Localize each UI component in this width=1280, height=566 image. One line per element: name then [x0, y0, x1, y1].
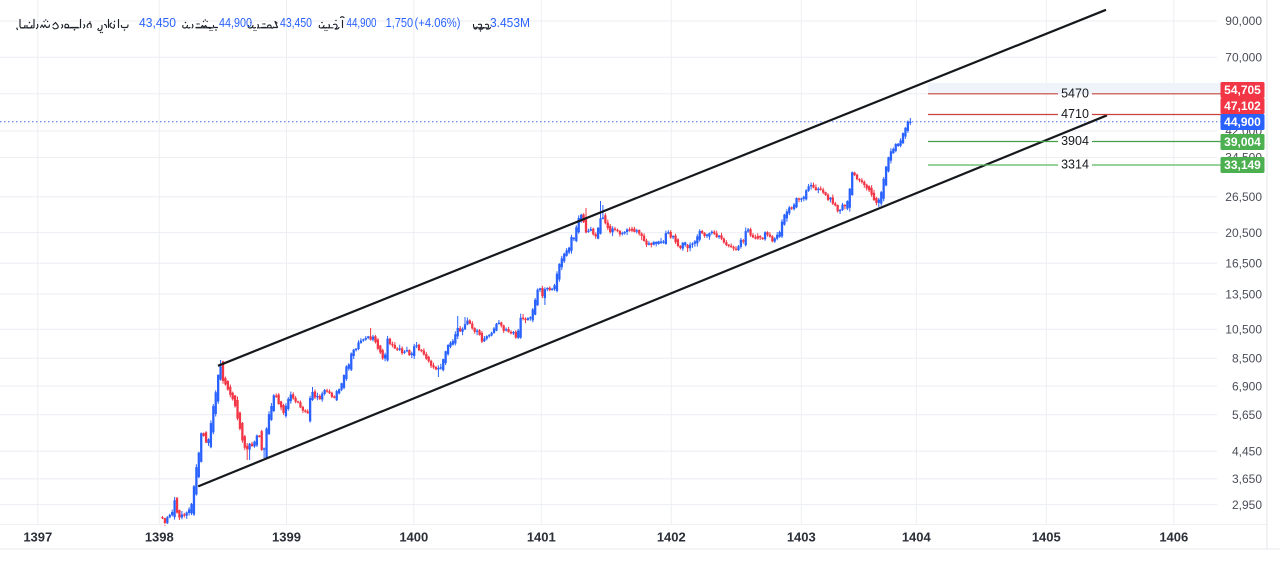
svg-text:4,450: 4,450: [1232, 444, 1262, 458]
svg-text:1398: 1398: [145, 530, 174, 545]
svg-text:2,950: 2,950: [1232, 498, 1262, 512]
svg-text:13,500: 13,500: [1225, 287, 1262, 301]
svg-text:1404: 1404: [902, 530, 932, 545]
svg-text:1401: 1401: [527, 530, 556, 545]
svg-text:1399: 1399: [272, 530, 301, 545]
svg-text:4710: 4710: [1061, 107, 1089, 121]
svg-text:8,500: 8,500: [1232, 352, 1262, 366]
svg-text:1402: 1402: [657, 530, 686, 545]
svg-text:1397: 1397: [23, 530, 52, 545]
svg-text:16,500: 16,500: [1225, 257, 1262, 271]
svg-text:39,004: 39,004: [1224, 135, 1261, 149]
svg-text:20,500: 20,500: [1225, 226, 1262, 240]
svg-text:44,900: 44,900: [347, 15, 377, 30]
svg-text:90,000: 90,000: [1225, 14, 1262, 28]
svg-text:70,000: 70,000: [1225, 51, 1262, 65]
svg-text:1403: 1403: [787, 530, 816, 545]
svg-text:43,450: 43,450: [139, 15, 176, 30]
svg-text:5,650: 5,650: [1232, 408, 1262, 422]
svg-text:6,900: 6,900: [1232, 379, 1262, 393]
svg-text:3,650: 3,650: [1232, 472, 1262, 486]
svg-text:1,750: 1,750: [386, 15, 414, 30]
svg-text:33,149: 33,149: [1224, 158, 1261, 172]
svg-text:3.453M: 3.453M: [490, 15, 530, 30]
svg-text:54,705: 54,705: [1224, 83, 1261, 97]
svg-text:1400: 1400: [399, 530, 428, 545]
svg-text:1405: 1405: [1032, 530, 1061, 545]
svg-text:1406: 1406: [1159, 530, 1188, 545]
svg-text:3904: 3904: [1061, 134, 1089, 148]
svg-text:5470: 5470: [1061, 86, 1089, 100]
svg-text:3314: 3314: [1061, 158, 1089, 172]
svg-text:43,450: 43,450: [280, 15, 312, 30]
svg-text:44,900: 44,900: [219, 15, 252, 30]
svg-text:44,900: 44,900: [1224, 115, 1261, 129]
svg-text:26,500: 26,500: [1225, 190, 1262, 204]
svg-text:47,102: 47,102: [1224, 99, 1261, 113]
svg-text:(+4.06%): (+4.06%): [415, 15, 461, 30]
svg-text:10,500: 10,500: [1225, 322, 1262, 336]
